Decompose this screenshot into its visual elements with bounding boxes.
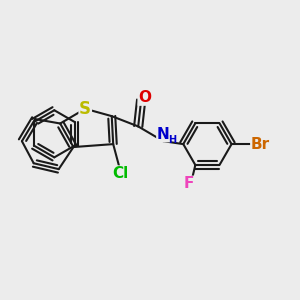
Text: H: H [168,135,176,145]
Text: Br: Br [251,136,270,152]
Text: N: N [157,127,169,142]
Text: Cl: Cl [112,166,129,181]
Text: S: S [79,100,91,118]
Text: F: F [184,176,194,191]
Text: O: O [138,90,151,105]
